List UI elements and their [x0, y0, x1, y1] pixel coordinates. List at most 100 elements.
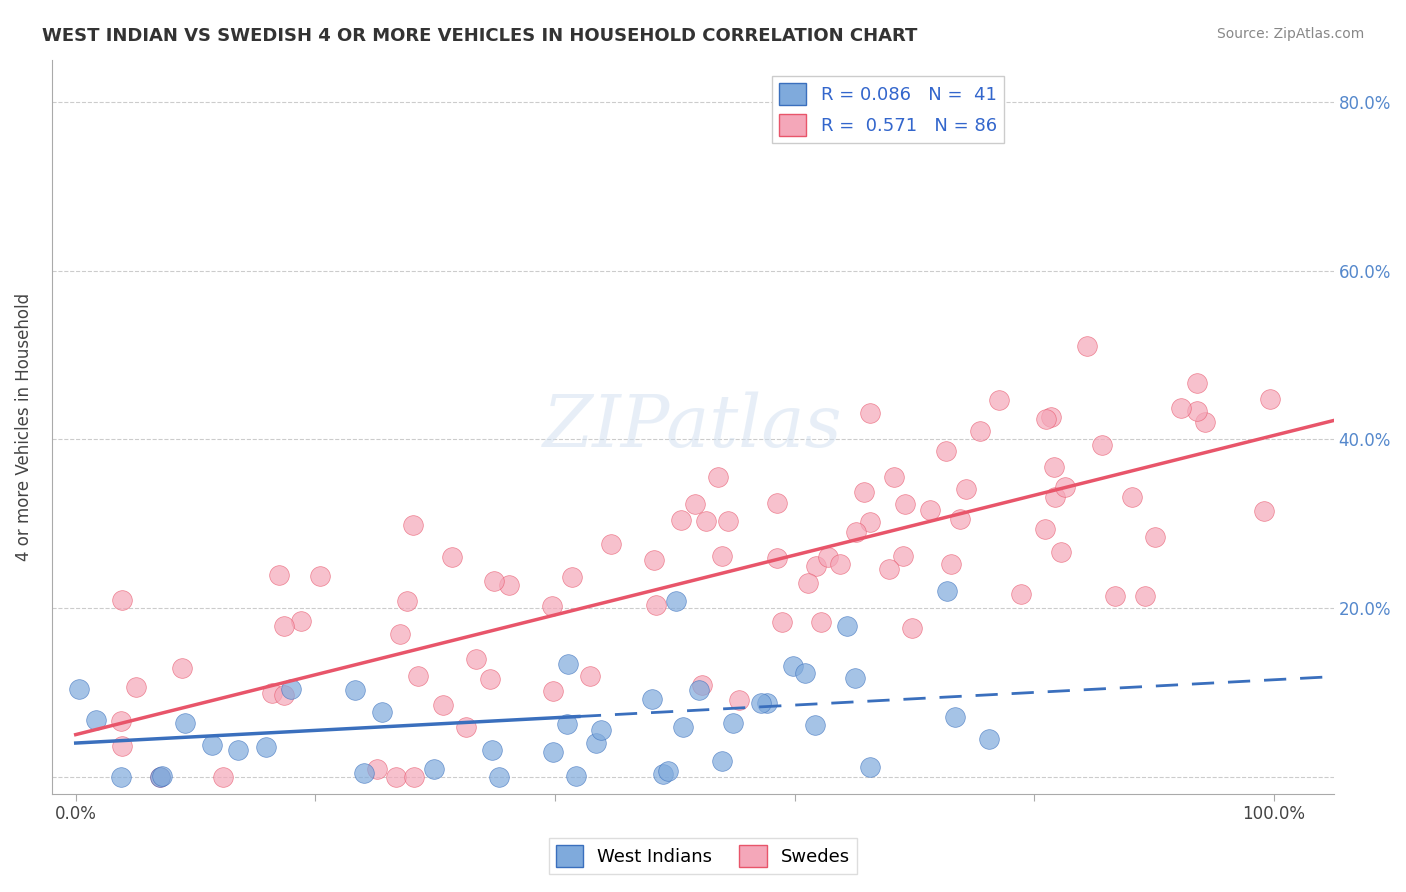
Point	[721, 716, 744, 731]
Point	[766, 496, 789, 510]
Point	[170, 661, 193, 675]
Point	[830, 557, 852, 571]
Point	[1076, 339, 1098, 353]
Text: Source: ZipAtlas.com: Source: ZipAtlas.com	[1216, 27, 1364, 41]
Point	[344, 682, 367, 697]
Point	[883, 470, 905, 484]
Point	[1170, 401, 1192, 416]
Point	[979, 732, 1001, 747]
Point	[498, 578, 520, 592]
Point	[717, 514, 740, 528]
Point	[69, 681, 91, 696]
Point	[683, 497, 706, 511]
Point	[665, 593, 688, 607]
Point	[149, 770, 172, 784]
Point	[749, 696, 772, 710]
Point	[707, 470, 730, 484]
Point	[643, 553, 665, 567]
Point	[273, 688, 295, 702]
Point	[859, 760, 882, 774]
Point	[555, 717, 578, 731]
Point	[756, 696, 779, 710]
Point	[1010, 587, 1032, 601]
Point	[589, 723, 612, 737]
Point	[859, 515, 882, 529]
Point	[308, 569, 330, 583]
Point	[111, 739, 134, 753]
Point	[389, 627, 412, 641]
Point	[557, 657, 579, 672]
Point	[84, 713, 107, 727]
Point	[402, 770, 425, 784]
Point	[481, 743, 503, 757]
Point	[651, 767, 673, 781]
Y-axis label: 4 or more Vehicles in Household: 4 or more Vehicles in Household	[15, 293, 32, 561]
Point	[488, 770, 510, 784]
Point	[1194, 415, 1216, 429]
Point	[939, 558, 962, 572]
Point	[273, 619, 295, 633]
Text: WEST INDIAN VS SWEDISH 4 OR MORE VEHICLES IN HOUSEHOLD CORRELATION CHART: WEST INDIAN VS SWEDISH 4 OR MORE VEHICLE…	[42, 27, 918, 45]
Point	[267, 568, 290, 582]
Point	[290, 614, 312, 628]
Point	[353, 765, 375, 780]
Point	[1091, 438, 1114, 452]
Point	[541, 599, 564, 613]
Point	[482, 574, 505, 589]
Point	[262, 686, 284, 700]
Point	[765, 551, 787, 566]
Point	[1104, 589, 1126, 603]
Point	[770, 615, 793, 630]
Point	[1035, 411, 1057, 425]
Point	[969, 425, 991, 439]
Point	[543, 683, 565, 698]
Point	[669, 513, 692, 527]
Point	[174, 715, 197, 730]
Point	[793, 665, 815, 680]
Point	[441, 550, 464, 565]
Point	[672, 720, 695, 734]
Point	[1260, 392, 1282, 406]
Point	[710, 549, 733, 564]
Point	[149, 770, 172, 784]
Point	[782, 658, 804, 673]
Point	[564, 769, 586, 783]
Point	[695, 515, 717, 529]
Point	[1185, 404, 1208, 418]
Point	[1043, 459, 1066, 474]
Point	[845, 525, 868, 540]
Point	[1049, 545, 1071, 559]
Point	[396, 594, 419, 608]
Point	[465, 652, 488, 666]
Point	[894, 498, 917, 512]
Point	[1121, 491, 1143, 505]
Point	[456, 720, 478, 734]
Point	[943, 710, 966, 724]
Point	[900, 621, 922, 635]
Point	[578, 669, 600, 683]
Point	[110, 714, 132, 728]
Point	[1143, 529, 1166, 543]
Point	[600, 537, 623, 551]
Legend: R = 0.086   N =  41, R =  0.571   N = 86: R = 0.086 N = 41, R = 0.571 N = 86	[772, 76, 1004, 144]
Point	[402, 517, 425, 532]
Point	[422, 762, 444, 776]
Point	[1033, 522, 1056, 536]
Point	[226, 743, 249, 757]
Point	[370, 705, 392, 719]
Point	[920, 503, 942, 517]
Point	[837, 619, 859, 633]
Point	[1135, 589, 1157, 603]
Point	[690, 677, 713, 691]
Point	[797, 576, 820, 591]
Legend: West Indians, Swedes: West Indians, Swedes	[548, 838, 858, 874]
Point	[949, 512, 972, 526]
Point	[935, 443, 957, 458]
Point	[844, 671, 866, 685]
Point	[728, 693, 751, 707]
Point	[1045, 490, 1067, 504]
Point	[478, 672, 501, 686]
Point	[893, 549, 915, 563]
Point	[561, 570, 583, 584]
Point	[152, 769, 174, 783]
